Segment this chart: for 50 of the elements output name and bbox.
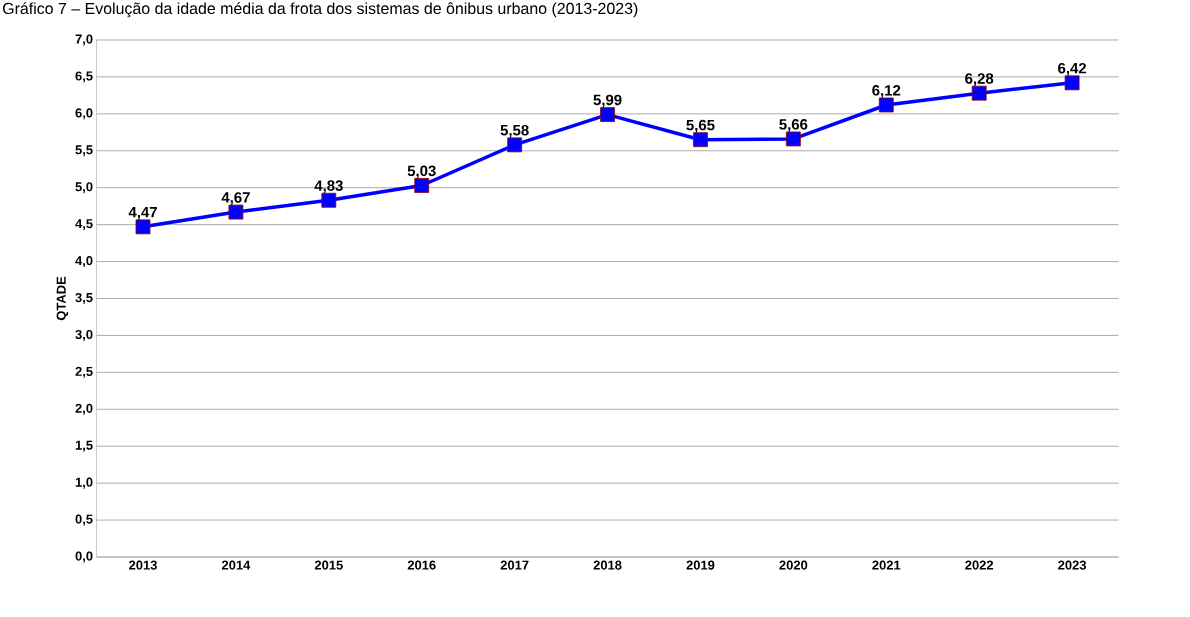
y-tick-label: 3,0 <box>75 329 93 341</box>
data-label: 5,58 <box>500 124 529 138</box>
data-label: 5,65 <box>686 119 715 133</box>
y-tick-label: 5,0 <box>75 182 93 194</box>
point <box>1064 75 1080 91</box>
x-tick-label: 2014 <box>221 560 251 570</box>
data-label: 5,99 <box>593 94 622 108</box>
point <box>228 204 244 220</box>
y-tick-label: 1,5 <box>75 440 93 452</box>
data-label: 5,03 <box>407 165 436 179</box>
y-axis-title: QTADE <box>56 276 69 321</box>
x-tick-label: 2013 <box>129 560 157 570</box>
y-tick-label: 1,0 <box>75 477 93 489</box>
point <box>321 192 337 208</box>
point <box>693 132 708 148</box>
data-label: 6,12 <box>872 85 901 98</box>
point <box>414 178 430 193</box>
y-tick-label: 4,0 <box>75 256 93 268</box>
data-label: 6,42 <box>1058 62 1087 76</box>
point <box>878 97 894 113</box>
point <box>785 131 801 147</box>
x-tick-label: 2017 <box>500 560 529 570</box>
x-tick-label: 2021 <box>872 560 901 570</box>
x-tick-label: 2016 <box>407 560 436 570</box>
data-label: 4,47 <box>128 207 157 220</box>
y-tick-label: 2,5 <box>75 366 93 378</box>
x-tick-label: 2015 <box>314 560 343 570</box>
y-tick-label: 4,5 <box>75 219 93 231</box>
y-tick-label: 0,0 <box>75 551 93 563</box>
y-tick-label: 3,5 <box>75 292 93 305</box>
y-tick-label: 0,5 <box>75 514 93 526</box>
y-tick-label: 6,5 <box>75 71 93 83</box>
x-tick-label: 2022 <box>965 560 994 570</box>
x-tick-label: 2020 <box>779 560 808 570</box>
chart-title: Gráfico 7 – Evolução da idade média da frota dos sistemas de ônibus urbano (2013-2023) <box>3 2 638 18</box>
data-label: 5,66 <box>779 119 808 132</box>
data-label: 4,83 <box>314 180 343 194</box>
x-tick-label: 2023 <box>1058 560 1087 570</box>
point <box>507 137 523 153</box>
y-tick-label: 6,0 <box>75 108 93 120</box>
x-tick-label: 2019 <box>686 560 715 570</box>
point <box>135 219 151 235</box>
point <box>600 107 615 122</box>
x-tick-label: 2018 <box>593 560 622 570</box>
point <box>971 85 987 101</box>
y-tick-label: 7,0 <box>75 34 93 46</box>
data-label: 4,67 <box>221 192 250 205</box>
y-tick-label: 5,5 <box>75 145 93 157</box>
data-label: 6,28 <box>965 73 994 86</box>
y-tick-label: 2,0 <box>75 403 93 415</box>
